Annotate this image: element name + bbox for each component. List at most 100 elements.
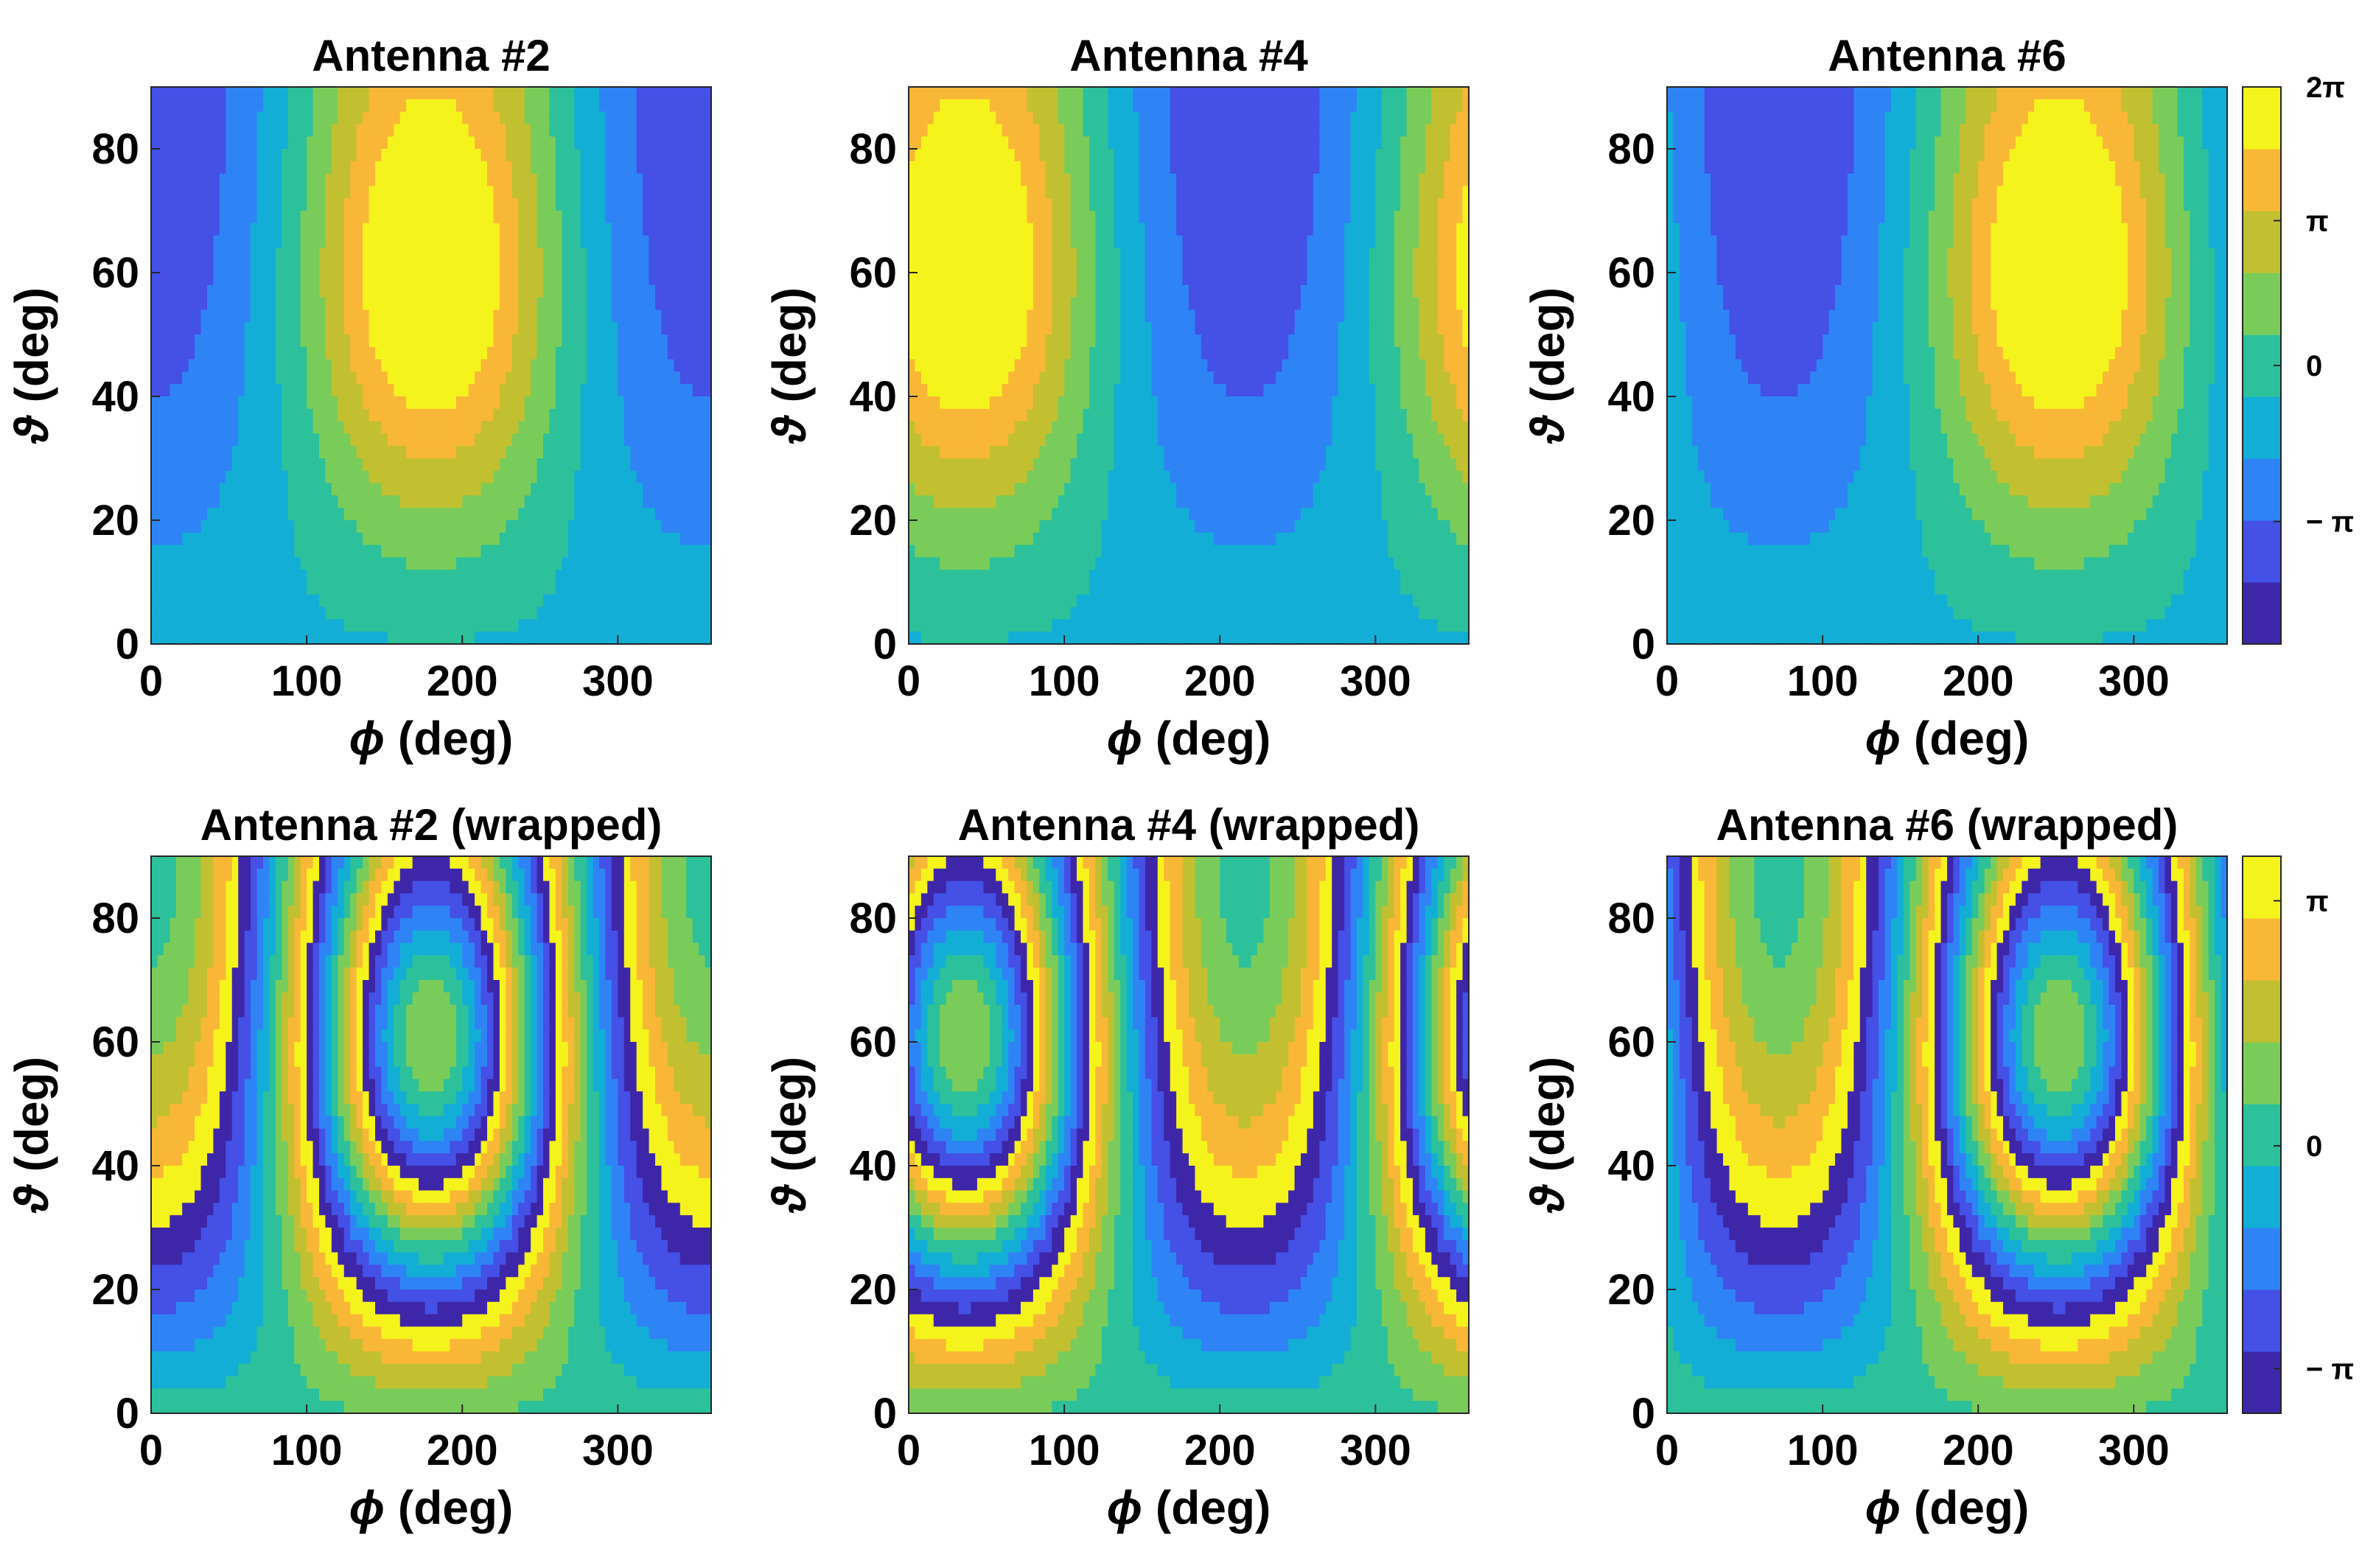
y-tick-label: 60 <box>91 249 139 297</box>
y-axis-label: ϑ (deg) <box>5 287 58 444</box>
panel-title: Antenna #2 (wrapped) <box>200 800 663 850</box>
y-tick-label: 20 <box>91 1266 139 1314</box>
x-tick-label: 100 <box>271 657 343 705</box>
x-tick-label: 200 <box>1943 1427 2014 1474</box>
colorbar-segment <box>2243 396 2281 459</box>
x-axis-symbol: ϕ <box>1107 1481 1142 1534</box>
panel-title: Antenna #4 <box>1069 31 1308 80</box>
colorbar-segment <box>2243 1104 2281 1166</box>
y-tick-label: 80 <box>849 895 897 942</box>
y-tick-label: 20 <box>91 497 139 545</box>
y-tick-label: 0 <box>1632 1390 1655 1438</box>
panel-title: Antenna #4 (wrapped) <box>958 800 1420 850</box>
y-tick-label: 20 <box>849 497 897 545</box>
y-axis-unit: (deg) <box>5 287 58 416</box>
colorbar-segment <box>2243 87 2281 150</box>
x-tick-label: 200 <box>1184 657 1256 705</box>
y-axis-unit: (deg) <box>1521 287 1574 416</box>
y-tick-label: 60 <box>1607 249 1655 297</box>
y-axis-label: ϑ (deg) <box>1521 1057 1574 1214</box>
x-tick-label: 200 <box>427 1427 498 1474</box>
y-axis-symbol: ϑ <box>1521 1183 1574 1214</box>
x-tick-label: 200 <box>1184 1427 1256 1474</box>
contour-map <box>1667 856 2228 1414</box>
y-tick-label: 80 <box>1607 125 1655 173</box>
y-tick-label: 60 <box>849 249 897 297</box>
colorbar-segment <box>2243 918 2281 981</box>
panel-5: Antenna #4 (wrapped)0 100 200 300020406080ϕ… <box>763 800 1470 1534</box>
x-axis-label: ϕ (deg) <box>349 1481 514 1534</box>
x-tick-label: 0 <box>1655 1427 1679 1474</box>
x-tick-label: 100 <box>271 1427 343 1474</box>
x-tick-label: 100 <box>1029 657 1100 705</box>
colorbar-segment <box>2243 856 2281 919</box>
colorbar-segment <box>2243 1042 2281 1105</box>
colorbar-tick-label: 0 <box>2306 1130 2322 1163</box>
colorbar-tick-label: − π <box>2306 1354 2354 1386</box>
colorbar-segment <box>2243 582 2281 645</box>
colorbar-segment <box>2243 273 2281 335</box>
panel-title: Antenna #6 (wrapped) <box>1716 800 2178 850</box>
colorbar-tick-label: 0 <box>2306 350 2322 382</box>
contour-map <box>151 856 712 1414</box>
y-tick-label: 40 <box>1607 1142 1655 1190</box>
colorbar-segment <box>2243 980 2281 1043</box>
colorbar-segment <box>2243 149 2281 211</box>
x-tick-label: 100 <box>1029 1427 1100 1474</box>
colorbar-segment <box>2243 1166 2281 1228</box>
y-axis-unit: (deg) <box>763 1057 816 1185</box>
contour-map <box>909 856 1470 1414</box>
y-tick-label: 80 <box>91 895 139 942</box>
contour-map <box>151 87 712 645</box>
x-tick-label: 200 <box>1943 657 2014 705</box>
x-tick-label: 0 <box>139 1427 163 1474</box>
y-tick-label: 0 <box>1632 620 1655 668</box>
x-axis-unit: (deg) <box>1901 1481 2029 1534</box>
y-tick-label: 0 <box>116 1390 139 1438</box>
y-tick-label: 40 <box>1607 373 1655 421</box>
x-tick-label: 0 <box>897 1427 920 1474</box>
colorbar-tick-label: π <box>2306 205 2329 237</box>
y-tick-label: 20 <box>849 1266 897 1314</box>
y-tick-label: 40 <box>849 373 897 421</box>
x-tick-label: 100 <box>1787 1427 1859 1474</box>
y-tick-label: 80 <box>91 125 139 173</box>
colorbar-tick-label: π <box>2306 885 2329 917</box>
x-axis-symbol: ϕ <box>1865 712 1901 765</box>
y-tick-label: 40 <box>849 1142 897 1190</box>
y-axis-label: ϑ (deg) <box>763 287 816 444</box>
x-axis-unit: (deg) <box>385 1481 513 1534</box>
contour-map <box>1667 87 2228 645</box>
x-axis-label: ϕ (deg) <box>349 712 514 765</box>
y-tick-label: 40 <box>91 373 139 421</box>
x-axis-symbol: ϕ <box>1107 712 1142 765</box>
y-axis-symbol: ϑ <box>5 1183 58 1214</box>
contour-map <box>909 87 1470 645</box>
colorbar-wrapped: π 0 − π <box>2243 856 2354 1414</box>
y-tick-label: 0 <box>873 1390 897 1438</box>
x-tick-label: 300 <box>1340 657 1411 705</box>
x-axis-symbol: ϕ <box>349 712 385 765</box>
x-tick-label: 300 <box>2098 1427 2170 1474</box>
y-axis-symbol: ϑ <box>763 1183 816 1214</box>
y-tick-label: 80 <box>849 125 897 173</box>
x-tick-label: 100 <box>1787 657 1859 705</box>
colorbar-tick-label: 2π <box>2306 71 2345 104</box>
y-tick-label: 0 <box>116 620 139 668</box>
y-tick-label: 40 <box>91 1142 139 1190</box>
colorbar-segment <box>2243 1228 2281 1290</box>
x-axis-unit: (deg) <box>385 712 513 765</box>
x-axis-unit: (deg) <box>1142 712 1271 765</box>
x-tick-label: 0 <box>1655 657 1679 705</box>
x-tick-label: 300 <box>2098 657 2170 705</box>
x-axis-label: ϕ (deg) <box>1107 1481 1271 1534</box>
y-tick-label: 80 <box>1607 895 1655 942</box>
x-axis-symbol: ϕ <box>1865 1481 1901 1534</box>
colorbar-segment <box>2243 458 2281 521</box>
y-axis-label: ϑ (deg) <box>5 1057 58 1214</box>
x-tick-label: 300 <box>582 1427 654 1474</box>
x-tick-label: 300 <box>1340 1427 1411 1474</box>
